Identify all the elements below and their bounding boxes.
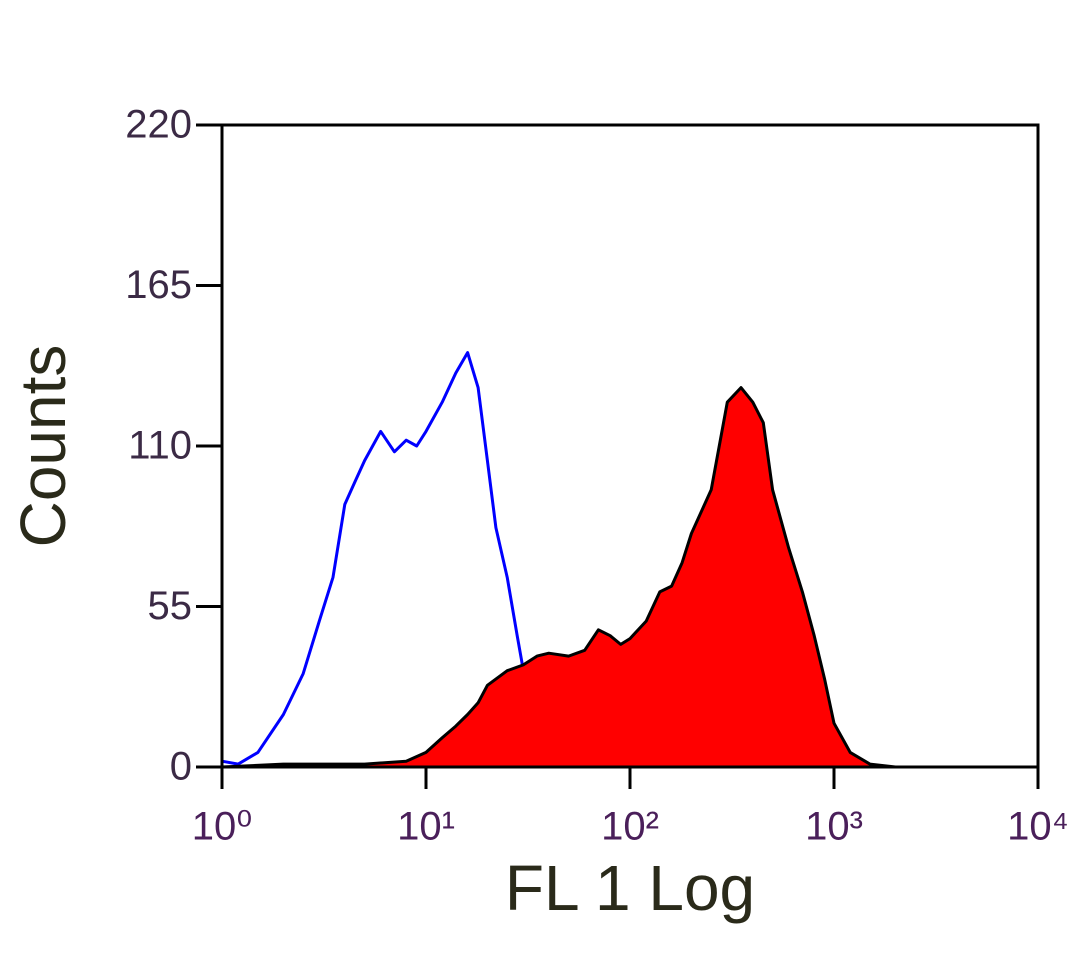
y-tick-label: 55 [148,584,193,628]
y-tick-label: 165 [125,263,192,307]
histogram-area [220,386,897,769]
x-tick-label: 10³ [805,805,863,849]
y-axis-label: Counts [7,345,79,548]
y-tick-label: 220 [125,103,192,147]
y-tick-label: 110 [128,424,192,468]
x-tick-label: 10⁴ [1007,805,1069,849]
x-tick-label: 10² [601,805,659,849]
x-tick-label: 10¹ [397,805,455,849]
x-axis-label: FL 1 Log [505,852,755,924]
x-tick-label: 10⁰ [192,805,253,849]
y-tick-label: 0 [170,745,192,789]
